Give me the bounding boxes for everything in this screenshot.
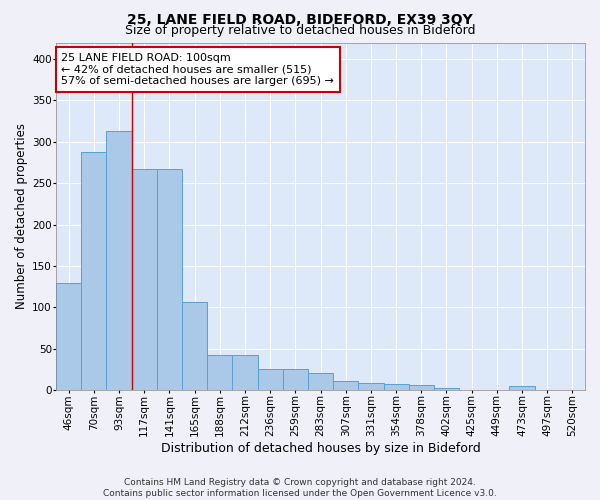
Bar xyxy=(257,368,283,390)
Y-axis label: Number of detached properties: Number of detached properties xyxy=(15,124,28,310)
Bar xyxy=(56,282,81,390)
Bar xyxy=(207,356,232,390)
Bar xyxy=(131,169,157,390)
Text: Size of property relative to detached houses in Bideford: Size of property relative to detached ho… xyxy=(125,24,475,37)
Bar xyxy=(358,382,383,390)
Bar xyxy=(434,388,459,390)
Bar xyxy=(509,386,535,390)
Bar xyxy=(333,381,358,390)
Bar xyxy=(106,131,131,390)
Bar xyxy=(81,152,106,390)
X-axis label: Distribution of detached houses by size in Bideford: Distribution of detached houses by size … xyxy=(161,442,481,455)
Bar xyxy=(308,373,333,390)
Text: 25 LANE FIELD ROAD: 100sqm
← 42% of detached houses are smaller (515)
57% of sem: 25 LANE FIELD ROAD: 100sqm ← 42% of deta… xyxy=(61,53,334,86)
Bar xyxy=(283,368,308,390)
Bar xyxy=(409,385,434,390)
Bar xyxy=(232,356,257,390)
Text: Contains HM Land Registry data © Crown copyright and database right 2024.
Contai: Contains HM Land Registry data © Crown c… xyxy=(103,478,497,498)
Text: 25, LANE FIELD ROAD, BIDEFORD, EX39 3QY: 25, LANE FIELD ROAD, BIDEFORD, EX39 3QY xyxy=(127,12,473,26)
Bar xyxy=(182,302,207,390)
Bar xyxy=(157,169,182,390)
Bar xyxy=(383,384,409,390)
